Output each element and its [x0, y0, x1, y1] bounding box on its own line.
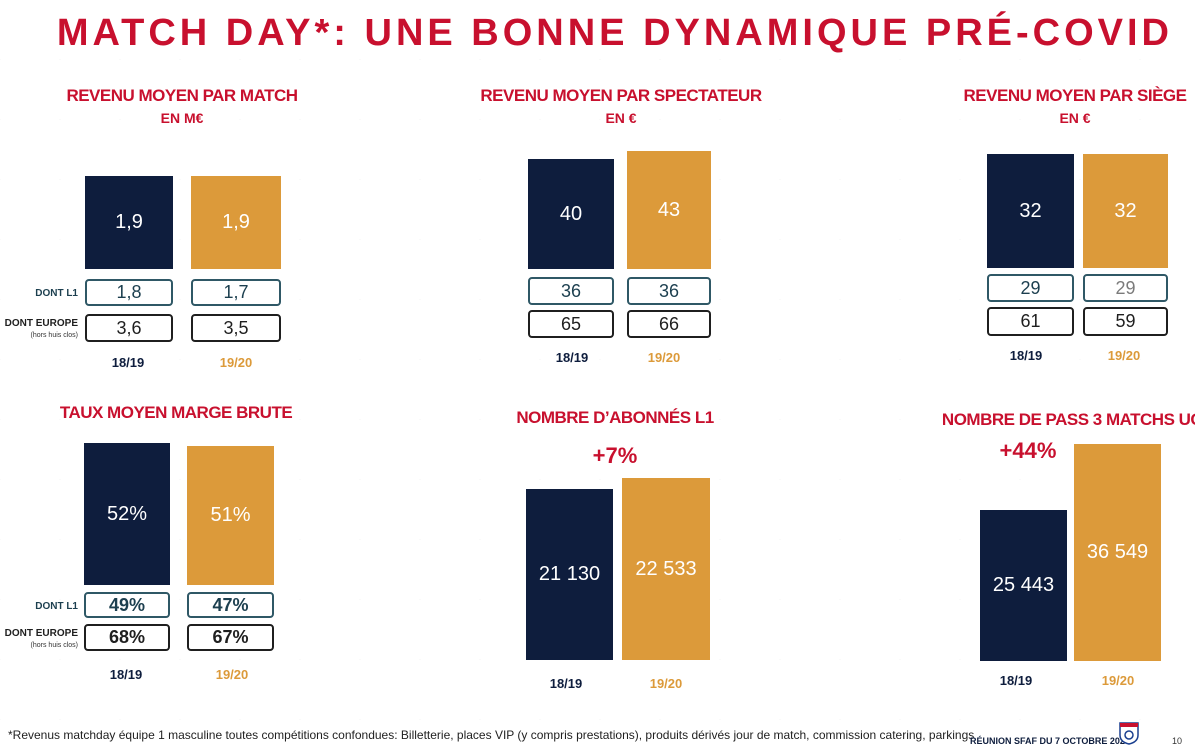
dont-l1-value: 49% — [84, 592, 170, 618]
dont-l1-label: DONT L1 — [35, 288, 78, 299]
bar: 1,9 — [191, 176, 281, 269]
year-label: 19/20 — [219, 355, 253, 370]
chart-subtitle: EN € — [1059, 110, 1091, 126]
dont-europe-value: 3,6 — [85, 314, 173, 342]
bar-value-label: 25 443 — [992, 573, 1055, 596]
dont-europe-value: 65 — [528, 310, 614, 338]
page-title: MATCH DAY*: UNE BONNE DYNAMIQUE PRÉ-COVI… — [56, 12, 1173, 54]
bar-value-label: 40 — [559, 202, 583, 225]
hors-huis-clos-label: (hors huis clos) — [30, 642, 78, 649]
chart-title: REVENU MOYEN PAR MATCH — [66, 86, 298, 105]
year-label: 19/20 — [649, 676, 683, 691]
year-label: 18/19 — [111, 355, 145, 370]
dont-europe-value: 3,5 — [191, 314, 281, 342]
bar-value-label: 36 549 — [1086, 541, 1149, 563]
chart-subtitle: EN € — [605, 110, 637, 126]
dont-l1-value: 36 — [627, 277, 711, 305]
dont-europe-value: 66 — [627, 310, 711, 338]
chart-title: REVENU MOYEN PAR SPECTATEUR — [480, 86, 762, 105]
bar: 51% — [187, 445, 274, 585]
year-label: 18/19 — [999, 673, 1033, 688]
bar: 43 — [627, 151, 711, 269]
bar: 25 443 — [980, 509, 1067, 661]
bar-value-label: 1,9 — [222, 211, 250, 233]
dont-europe-value: 61 — [987, 307, 1074, 336]
club-logo-icon — [1119, 722, 1139, 745]
dont-l1-value: 1,8 — [85, 279, 173, 306]
bar-value-label: 21 130 — [538, 563, 601, 586]
growth-label: +44% — [999, 438, 1057, 463]
chart-title: NOMBRE D’ABONNÉS L1 — [516, 408, 714, 427]
meeting-label: RÉUNION SFAF DU 7 OCTOBRE 2020 — [970, 736, 1130, 746]
dont-europe-value: 67% — [187, 624, 274, 651]
bar: 32 — [987, 154, 1074, 268]
bar: 1,9 — [85, 176, 173, 269]
year-label: 19/20 — [647, 350, 681, 365]
year-label: 18/19 — [1009, 348, 1043, 363]
dont-l1-value: 47% — [187, 592, 274, 618]
bar-value-label: 51% — [210, 503, 251, 526]
growth-label: +7% — [592, 443, 638, 468]
bar: 21 130 — [526, 489, 613, 660]
year-label: 18/19 — [555, 350, 589, 365]
dont-europe-value: 68% — [84, 624, 170, 651]
bar: 22 533 — [622, 478, 710, 660]
chart-title: TAUX MOYEN MARGE BRUTE — [59, 403, 293, 422]
year-label: 18/19 — [549, 676, 583, 691]
bar: 32 — [1083, 154, 1168, 268]
dont-l1-value: 36 — [528, 277, 614, 305]
dont-europe-label: DONT EUROPE — [4, 318, 78, 329]
bar-value-label: 43 — [657, 198, 681, 221]
page-number: 10 — [1172, 736, 1183, 746]
hors-huis-clos-label: (hors huis clos) — [30, 332, 78, 339]
year-label: 19/20 — [1101, 673, 1135, 688]
dont-l1-label: DONT L1 — [35, 601, 78, 612]
bar: 52% — [84, 443, 170, 585]
bar: 40 — [528, 159, 614, 269]
year-label: 19/20 — [1107, 348, 1141, 363]
dont-l1-value: 1,7 — [191, 279, 281, 306]
dont-l1-value: 29 — [987, 274, 1074, 302]
bar-value-label: 22 533 — [635, 557, 697, 580]
chart-title: REVENU MOYEN PAR SIÈGE — [963, 86, 1187, 105]
dont-europe-value: 59 — [1083, 307, 1168, 336]
bar: 36 549 — [1074, 444, 1161, 661]
year-label: 19/20 — [215, 667, 249, 682]
year-label: 18/19 — [109, 667, 143, 682]
chart-title: NOMBRE DE PASS 3 MATCHS UCL — [941, 410, 1195, 429]
dont-l1-value: 29 — [1083, 274, 1168, 302]
footnote: *Revenus matchday équipe 1 masculine tou… — [8, 728, 975, 742]
chart-subtitle: EN M€ — [160, 110, 204, 126]
bar-value-label: 32 — [1114, 199, 1137, 222]
bar-value-label: 32 — [1019, 199, 1042, 222]
dont-europe-label: DONT EUROPE — [4, 628, 78, 639]
bar-value-label: 52% — [106, 502, 148, 525]
bar-value-label: 1,9 — [115, 211, 143, 233]
